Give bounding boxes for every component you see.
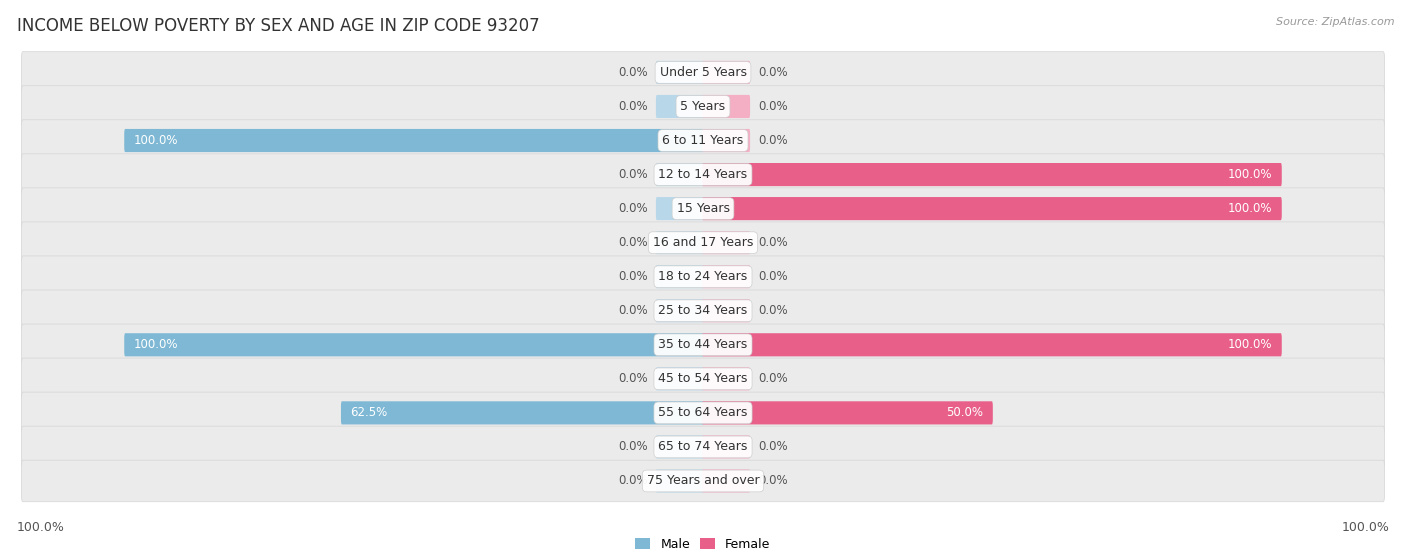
Text: 0.0%: 0.0% (619, 168, 648, 181)
FancyBboxPatch shape (657, 435, 704, 458)
Text: 100.0%: 100.0% (134, 338, 179, 351)
Text: 0.0%: 0.0% (758, 372, 787, 385)
FancyBboxPatch shape (702, 333, 1282, 357)
FancyBboxPatch shape (657, 265, 704, 288)
FancyBboxPatch shape (340, 401, 704, 424)
FancyBboxPatch shape (657, 299, 704, 323)
FancyBboxPatch shape (21, 392, 1385, 434)
Text: 16 and 17 Years: 16 and 17 Years (652, 236, 754, 249)
Text: 0.0%: 0.0% (619, 236, 648, 249)
Text: 0.0%: 0.0% (758, 270, 787, 283)
Text: 55 to 64 Years: 55 to 64 Years (658, 406, 748, 419)
Text: 45 to 54 Years: 45 to 54 Years (658, 372, 748, 385)
Text: 100.0%: 100.0% (1227, 168, 1272, 181)
Text: 75 Years and over: 75 Years and over (647, 475, 759, 487)
Text: 100.0%: 100.0% (1227, 338, 1272, 351)
FancyBboxPatch shape (657, 231, 704, 254)
FancyBboxPatch shape (657, 163, 704, 186)
Text: 0.0%: 0.0% (758, 236, 787, 249)
Text: 65 to 74 Years: 65 to 74 Years (658, 440, 748, 453)
Text: 0.0%: 0.0% (619, 440, 648, 453)
Text: 100.0%: 100.0% (1341, 521, 1389, 534)
Text: 0.0%: 0.0% (758, 475, 787, 487)
Text: 0.0%: 0.0% (758, 100, 787, 113)
Text: 25 to 34 Years: 25 to 34 Years (658, 304, 748, 318)
FancyBboxPatch shape (21, 358, 1385, 400)
FancyBboxPatch shape (702, 401, 993, 424)
FancyBboxPatch shape (21, 188, 1385, 229)
FancyBboxPatch shape (21, 120, 1385, 162)
FancyBboxPatch shape (657, 95, 704, 118)
Text: 0.0%: 0.0% (619, 100, 648, 113)
Text: 15 Years: 15 Years (676, 202, 730, 215)
FancyBboxPatch shape (21, 86, 1385, 127)
FancyBboxPatch shape (124, 333, 704, 357)
FancyBboxPatch shape (702, 129, 749, 152)
FancyBboxPatch shape (124, 129, 704, 152)
Text: Source: ZipAtlas.com: Source: ZipAtlas.com (1277, 17, 1395, 27)
Text: 0.0%: 0.0% (758, 304, 787, 318)
FancyBboxPatch shape (702, 299, 749, 323)
Text: 6 to 11 Years: 6 to 11 Years (662, 134, 744, 147)
Text: INCOME BELOW POVERTY BY SEX AND AGE IN ZIP CODE 93207: INCOME BELOW POVERTY BY SEX AND AGE IN Z… (17, 17, 540, 35)
FancyBboxPatch shape (657, 197, 704, 220)
Text: 100.0%: 100.0% (1227, 202, 1272, 215)
FancyBboxPatch shape (657, 61, 704, 84)
FancyBboxPatch shape (21, 290, 1385, 331)
Text: 0.0%: 0.0% (619, 270, 648, 283)
FancyBboxPatch shape (21, 256, 1385, 297)
FancyBboxPatch shape (21, 222, 1385, 263)
FancyBboxPatch shape (702, 470, 749, 492)
FancyBboxPatch shape (702, 95, 749, 118)
Text: 0.0%: 0.0% (758, 66, 787, 79)
FancyBboxPatch shape (702, 265, 749, 288)
Text: 0.0%: 0.0% (619, 475, 648, 487)
Text: 12 to 14 Years: 12 to 14 Years (658, 168, 748, 181)
Text: 18 to 24 Years: 18 to 24 Years (658, 270, 748, 283)
Text: Under 5 Years: Under 5 Years (659, 66, 747, 79)
Legend: Male, Female: Male, Female (630, 533, 776, 556)
FancyBboxPatch shape (21, 460, 1385, 502)
FancyBboxPatch shape (702, 435, 749, 458)
FancyBboxPatch shape (21, 426, 1385, 468)
Text: 5 Years: 5 Years (681, 100, 725, 113)
FancyBboxPatch shape (657, 470, 704, 492)
FancyBboxPatch shape (657, 367, 704, 390)
Text: 50.0%: 50.0% (946, 406, 983, 419)
Text: 0.0%: 0.0% (758, 440, 787, 453)
Text: 62.5%: 62.5% (350, 406, 388, 419)
FancyBboxPatch shape (702, 197, 1282, 220)
FancyBboxPatch shape (702, 231, 749, 254)
FancyBboxPatch shape (21, 154, 1385, 195)
FancyBboxPatch shape (702, 367, 749, 390)
FancyBboxPatch shape (702, 163, 1282, 186)
Text: 35 to 44 Years: 35 to 44 Years (658, 338, 748, 351)
Text: 100.0%: 100.0% (17, 521, 65, 534)
Text: 100.0%: 100.0% (134, 134, 179, 147)
Text: 0.0%: 0.0% (619, 66, 648, 79)
Text: 0.0%: 0.0% (619, 372, 648, 385)
FancyBboxPatch shape (21, 51, 1385, 93)
Text: 0.0%: 0.0% (619, 304, 648, 318)
Text: 0.0%: 0.0% (619, 202, 648, 215)
Text: 0.0%: 0.0% (758, 134, 787, 147)
FancyBboxPatch shape (21, 324, 1385, 366)
FancyBboxPatch shape (702, 61, 749, 84)
